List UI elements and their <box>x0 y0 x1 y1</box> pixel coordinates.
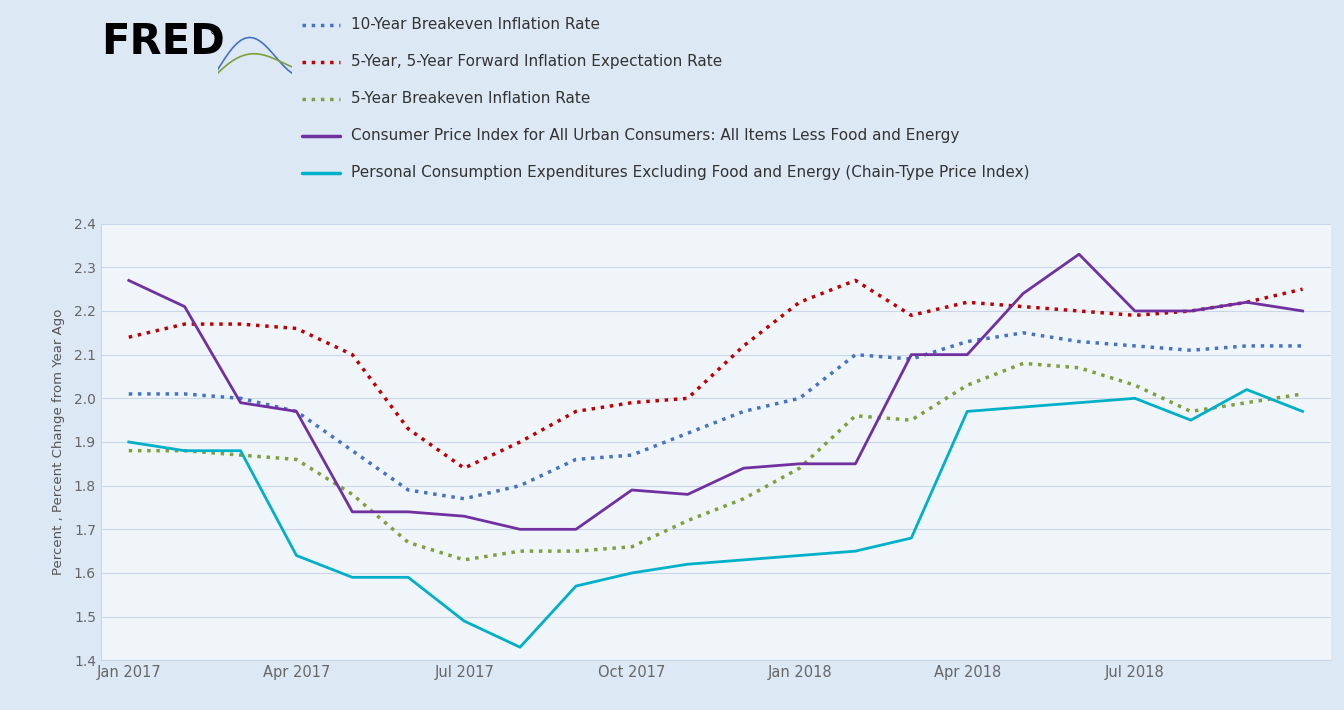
Text: 5-Year, 5-Year Forward Inflation Expectation Rate: 5-Year, 5-Year Forward Inflation Expecta… <box>351 54 722 70</box>
Text: 5-Year Breakeven Inflation Rate: 5-Year Breakeven Inflation Rate <box>351 91 590 106</box>
Text: ®: ® <box>208 25 220 38</box>
Y-axis label: Percent , Percent Change from Year Ago: Percent , Percent Change from Year Ago <box>52 309 66 575</box>
Text: FRED: FRED <box>101 21 224 63</box>
Text: Consumer Price Index for All Urban Consumers: All Items Less Food and Energy: Consumer Price Index for All Urban Consu… <box>351 128 960 143</box>
Text: Personal Consumption Expenditures Excluding Food and Energy (Chain-Type Price In: Personal Consumption Expenditures Exclud… <box>351 165 1030 180</box>
Text: 10-Year Breakeven Inflation Rate: 10-Year Breakeven Inflation Rate <box>351 17 599 33</box>
